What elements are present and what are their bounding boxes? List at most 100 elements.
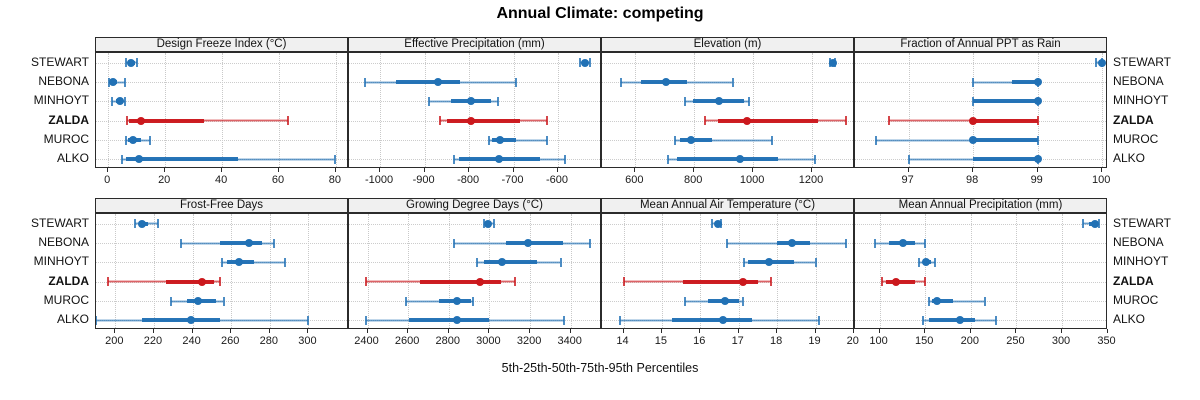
median-dot xyxy=(969,136,978,144)
site-label-left: NEBONA xyxy=(38,235,89,249)
axis-tick-label: 20 xyxy=(158,174,171,186)
axis-tick-label: 19 xyxy=(808,335,821,347)
axis-tick xyxy=(512,168,514,172)
axis-tick-label: 300 xyxy=(1051,335,1071,347)
grid-vline xyxy=(192,214,194,328)
whisker-cap xyxy=(476,257,479,267)
whisker-cap xyxy=(110,96,113,106)
whisker-cap xyxy=(845,238,848,248)
grid-vline xyxy=(1037,53,1039,167)
axis-tick xyxy=(230,329,232,333)
strip-title: Growing Degree Days (°C) xyxy=(406,199,543,211)
median-dot xyxy=(662,78,671,86)
whisker-cap xyxy=(133,219,136,229)
whisker-cap xyxy=(874,238,877,248)
grid-hline xyxy=(349,262,600,264)
median-dot xyxy=(494,155,503,164)
whisker-cap xyxy=(514,77,517,87)
grid-vline xyxy=(513,53,515,167)
range-line-5-95 xyxy=(489,139,547,141)
grid-vline xyxy=(777,214,779,328)
median-dot xyxy=(497,258,506,267)
axis-tick-label: 1000 xyxy=(739,174,765,186)
site-label-right: MUROC xyxy=(1113,293,1159,307)
site-label-left: MINHOYT xyxy=(33,93,89,108)
median-dot xyxy=(922,258,931,267)
site-label-right: ALKO xyxy=(1113,312,1146,327)
median-dot xyxy=(496,136,505,144)
axis-tick-label: 15 xyxy=(654,335,668,347)
axis-tick-label: 3000 xyxy=(476,335,501,347)
median-dot xyxy=(452,297,461,305)
axis-tick xyxy=(1036,168,1038,172)
median-dot xyxy=(1090,219,1099,228)
grid-hline xyxy=(96,281,347,283)
whisker-cap xyxy=(907,154,910,164)
whisker-cap xyxy=(743,257,746,267)
axis-tick-label: 20 xyxy=(846,335,859,347)
whisker-cap xyxy=(218,277,221,287)
x-axis-caption: 5th-25th-50th-75th-95th Percentiles xyxy=(501,361,699,375)
grid-vline xyxy=(815,214,817,328)
site-label-right: ZALDA xyxy=(1113,273,1154,288)
range-line-5-95 xyxy=(127,120,288,122)
iqr-bar-25-75 xyxy=(973,99,1038,104)
whisker-cap xyxy=(995,315,998,325)
median-dot xyxy=(687,136,696,144)
median-dot xyxy=(933,297,942,305)
axis-tick-label: 800 xyxy=(684,174,703,186)
median-dot xyxy=(108,78,117,86)
axis-tick xyxy=(107,168,109,172)
whisker-cap xyxy=(589,58,591,68)
whisker-cap xyxy=(545,135,548,145)
grid-vline xyxy=(623,214,625,328)
grid-vline xyxy=(448,214,450,328)
panel xyxy=(95,52,348,168)
axis-tick xyxy=(1101,168,1103,172)
axis-tick-label: 17 xyxy=(731,335,744,347)
axis-tick xyxy=(379,168,381,172)
range-line-5-95 xyxy=(675,139,773,141)
panel-strip: Elevation (m) xyxy=(601,37,854,52)
median-dot xyxy=(788,239,797,247)
axis-tick xyxy=(468,168,470,172)
median-dot xyxy=(765,258,774,267)
whisker-cap xyxy=(813,154,816,164)
axis-tick xyxy=(529,329,531,333)
whisker-cap xyxy=(124,58,127,68)
median-dot xyxy=(137,116,145,125)
whisker-cap xyxy=(747,96,750,106)
median-dot xyxy=(1098,58,1106,67)
axis-tick-label: 2600 xyxy=(394,335,420,347)
whisker-cap xyxy=(106,277,109,287)
grid-hline xyxy=(855,301,1106,302)
grid-hline xyxy=(602,262,853,264)
whisker-cap xyxy=(364,277,367,287)
grid-vline xyxy=(1062,214,1063,328)
whisker-cap xyxy=(222,296,225,306)
median-dot xyxy=(186,316,195,325)
grid-hline xyxy=(855,243,1106,244)
iqr-bar-25-75 xyxy=(395,80,461,84)
whisker-cap xyxy=(818,315,821,325)
iqr-bar-25-75 xyxy=(671,318,753,323)
iqr-bar-25-75 xyxy=(973,157,1038,162)
whisker-cap xyxy=(170,296,173,306)
grid-hline xyxy=(855,62,1106,64)
grid-vline xyxy=(222,53,224,167)
grid-vline xyxy=(530,214,532,328)
grid-vline xyxy=(165,53,167,167)
median-dot xyxy=(524,239,532,247)
grid-vline xyxy=(408,214,410,328)
axis-tick xyxy=(407,329,409,333)
median-dot xyxy=(467,97,476,106)
whisker-cap xyxy=(917,257,920,267)
median-dot xyxy=(721,297,730,305)
axis-tick xyxy=(1106,329,1108,333)
grid-vline xyxy=(812,53,813,167)
grid-vline xyxy=(1016,214,1018,328)
median-dot xyxy=(194,297,203,305)
whisker-cap xyxy=(683,296,686,306)
range-line-5-95 xyxy=(876,139,1038,141)
whisker-cap xyxy=(770,277,773,287)
